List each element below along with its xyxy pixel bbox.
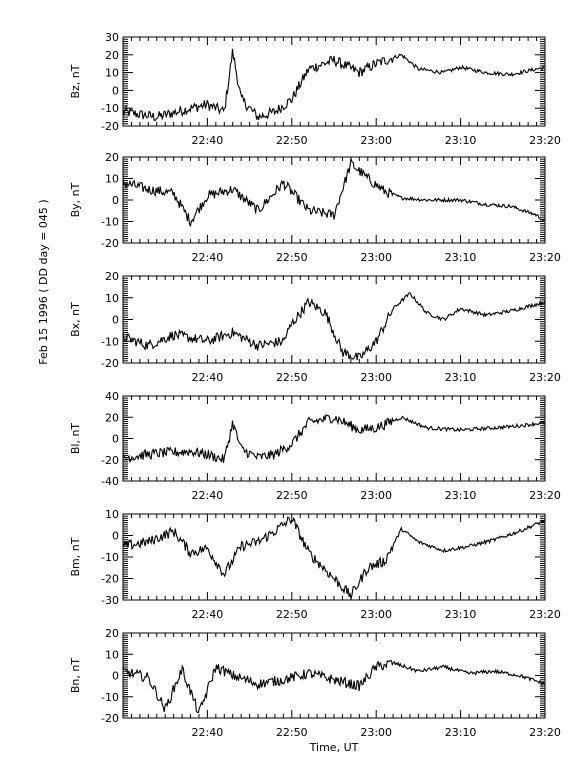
y-axis-title: Bx, nT [69,302,82,337]
y-tick-label: 10 [105,292,119,305]
x-axis-title: Time, UT [309,741,359,754]
x-tick-label: 22:40 [192,371,224,384]
x-tick-label: 23:00 [360,251,392,264]
x-tick-label: 22:50 [276,134,308,147]
x-tick-label: 22:50 [276,726,308,739]
x-tick-label: 22:50 [276,371,308,384]
panel-frame [122,632,546,719]
y-tick-label: -10 [101,551,119,564]
x-tick-label: 23:10 [445,251,477,264]
y-tick-label: 20 [105,151,119,164]
y-tick-label: 20 [105,411,119,424]
x-tick-label: 23:10 [445,726,477,739]
y-tick-label: -10 [101,102,119,115]
x-tick-label: 22:50 [276,251,308,264]
series-trace [122,413,546,464]
figure-side-label: Feb 15 1996 ( DD day = 045 ) [37,199,50,364]
series-trace [122,48,546,122]
y-tick-label: -20 [101,573,119,586]
y-tick-label: 20 [105,270,119,283]
x-tick-label: 23:20 [529,371,561,384]
y-axis-title: Bn, nT [69,658,82,693]
series-trace [122,516,546,599]
x-tick-label: 22:50 [276,489,308,502]
x-tick-label: 23:20 [529,251,561,264]
x-tick-label: 22:50 [276,608,308,621]
series-trace [122,157,546,227]
y-tick-label: -10 [101,335,119,348]
x-tick-label: 23:00 [360,134,392,147]
series-trace [122,659,546,714]
series-trace [122,292,546,361]
y-tick-label: 30 [105,31,119,44]
x-tick-label: 23:10 [445,371,477,384]
x-tick-label: 23:20 [529,489,561,502]
x-tick-label: 23:00 [360,608,392,621]
y-tick-label: 40 [105,390,119,403]
x-tick-label: 23:10 [445,489,477,502]
y-axis-title: Bm, nT [69,537,82,576]
y-tick-label: -20 [101,712,119,725]
y-tick-label: 0 [112,84,119,97]
panel-frame [122,395,546,482]
x-tick-label: 22:40 [192,134,224,147]
y-tick-label: -10 [101,216,119,229]
y-tick-label: 0 [112,194,119,207]
y-tick-label: -10 [101,691,119,704]
x-tick-label: 23:20 [529,134,561,147]
x-tick-label: 22:40 [192,608,224,621]
y-tick-label: -20 [101,120,119,133]
x-tick-label: 22:40 [192,489,224,502]
panel-frame [122,156,546,244]
y-tick-label: 20 [105,627,119,640]
y-tick-label: 0 [112,314,119,327]
x-tick-label: 23:20 [529,726,561,739]
x-tick-label: 23:10 [445,134,477,147]
y-axis-title: Bl, nT [69,423,82,455]
y-tick-label: 10 [105,508,119,521]
y-tick-label: 10 [105,648,119,661]
panel-frame [122,275,546,364]
y-axis-title: Bz, nT [69,64,82,98]
x-tick-label: 22:40 [192,251,224,264]
y-tick-label: -40 [101,475,119,488]
y-tick-label: 0 [112,433,119,446]
x-tick-label: 23:00 [360,371,392,384]
y-tick-label: -20 [101,454,119,467]
y-tick-label: -30 [101,594,119,607]
y-tick-label: 20 [105,49,119,62]
y-tick-label: -20 [101,237,119,250]
x-tick-label: 23:20 [529,608,561,621]
x-tick-label: 23:10 [445,608,477,621]
y-tick-label: 10 [105,173,119,186]
x-tick-label: 23:00 [360,726,392,739]
x-tick-label: 22:40 [192,726,224,739]
panel-frame [122,513,546,601]
y-tick-label: 10 [105,67,119,80]
y-tick-label: -20 [101,357,119,370]
x-tick-label: 23:00 [360,489,392,502]
y-axis-title: By, nT [69,182,82,217]
y-tick-label: 0 [112,530,119,543]
y-tick-label: 0 [112,670,119,683]
